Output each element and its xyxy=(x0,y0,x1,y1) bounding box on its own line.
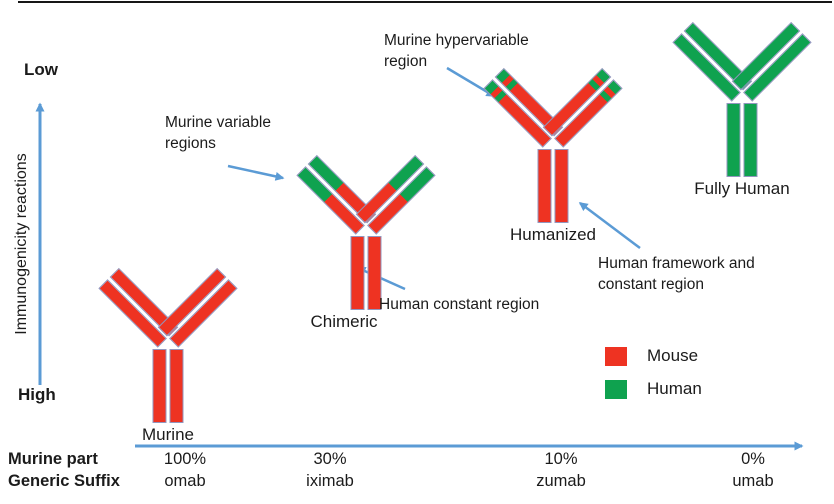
legend: Mouse Human xyxy=(605,346,702,412)
generic-suffix-value: omab xyxy=(164,472,206,490)
chimeric-stem xyxy=(350,236,382,310)
murine-right-arm xyxy=(157,267,238,348)
legend-row-mouse: Mouse xyxy=(605,346,702,366)
murine-part-row-label: Murine part xyxy=(8,450,98,468)
humanized-label: Humanized xyxy=(510,225,596,244)
murine-variable-annotation: Murine variable regions xyxy=(165,112,271,154)
generic-suffix-value: umab xyxy=(732,472,774,490)
y-axis-low-label: Low xyxy=(24,60,58,79)
human-color-swatch xyxy=(605,379,627,399)
murine-part-value: 10% xyxy=(544,450,578,468)
murine-part-value: 0% xyxy=(741,450,765,468)
human-legend-label: Human xyxy=(647,379,702,398)
human-constant-annotation: Human constant region xyxy=(379,294,539,315)
annotation-line: Human framework and xyxy=(598,255,755,272)
top-border-line xyxy=(18,1,832,3)
human-framework-annotation: Human framework and constant region xyxy=(598,253,755,295)
y-axis-high-label: High xyxy=(18,385,56,404)
annotation-line: region xyxy=(384,53,428,70)
y-axis-title: Immunogenicity reactions xyxy=(13,153,30,335)
murine-part-value: 30% xyxy=(313,450,347,468)
murine-hypervariable-annotation: Murine hypervariable region xyxy=(384,30,529,72)
fully-human-stem xyxy=(726,103,758,177)
annotation-line: constant region xyxy=(598,276,704,293)
antibody-fully-human: Fully Human xyxy=(647,21,834,201)
chimeric-label: Chimeric xyxy=(310,312,378,331)
annotation-line: regions xyxy=(165,135,216,152)
humanized-right-arm xyxy=(542,67,623,148)
mouse-color-swatch xyxy=(605,346,627,366)
annotation-line: Murine hypervariable xyxy=(384,32,529,49)
murine-label: Murine xyxy=(142,425,194,444)
mouse-legend-label: Mouse xyxy=(647,346,699,365)
murine-part-value: 100% xyxy=(163,450,207,468)
chimeric-right-arm xyxy=(355,154,436,235)
generic-suffix-value: iximab xyxy=(306,472,354,490)
fully-human-right-arm xyxy=(731,21,812,102)
antibody-humanized: Humanized xyxy=(458,67,648,247)
legend-row-human: Human xyxy=(605,379,702,399)
murine-stem xyxy=(152,349,184,423)
fully-human-label: Fully Human xyxy=(694,179,790,198)
antibody-chimeric: Chimeric xyxy=(271,154,461,334)
annotation-line: Human constant region xyxy=(379,296,540,313)
humanized-stem xyxy=(537,149,569,223)
annotation-line: Murine variable xyxy=(165,114,271,131)
generic-suffix-row-label: Generic Suffix xyxy=(8,472,120,490)
generic-suffix-value: zumab xyxy=(536,472,586,490)
antibody-murine: Murine xyxy=(73,267,263,447)
